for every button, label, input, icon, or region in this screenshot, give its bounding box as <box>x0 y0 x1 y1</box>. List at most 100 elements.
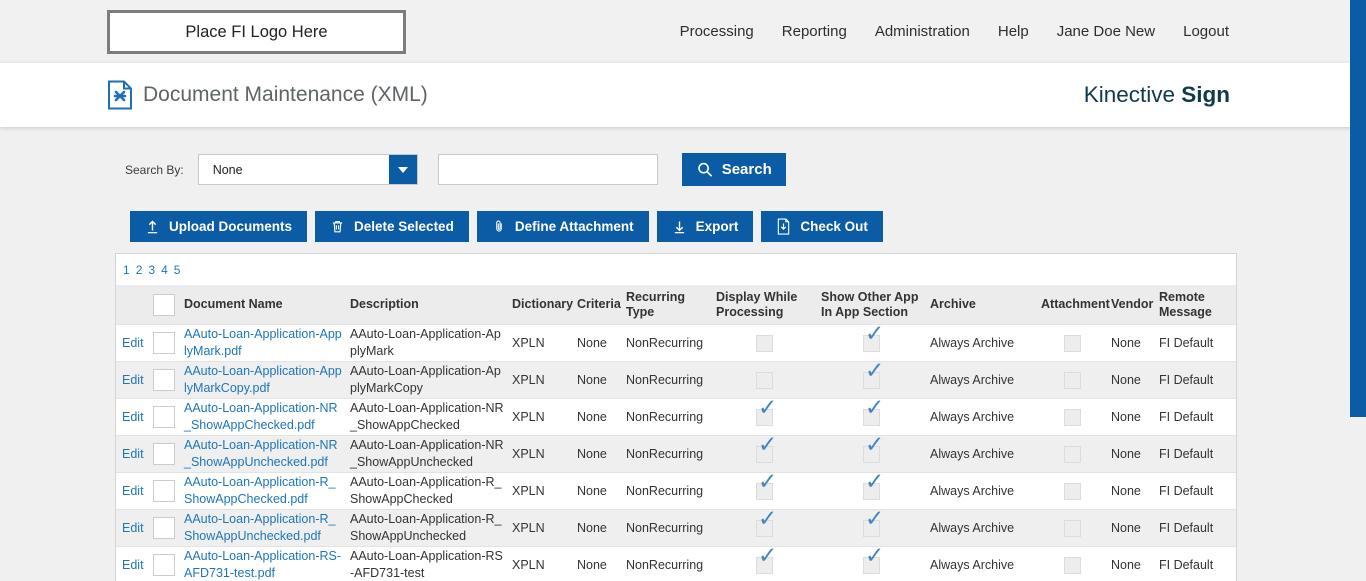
attachment-checkbox[interactable] <box>1063 371 1081 389</box>
recurring-type-value: NonRecurring <box>626 372 704 387</box>
header-criteria: Criteria <box>577 297 621 311</box>
row-checkbox[interactable] <box>153 332 175 354</box>
scrollbar[interactable] <box>1350 0 1366 581</box>
archive-value: Always Archive <box>930 520 1015 535</box>
document-name-link[interactable]: AAuto-Loan-Application-NR_ShowAppUncheck… <box>184 438 338 469</box>
show-other-app-checkbox[interactable] <box>863 473 884 500</box>
search-button-label: Search <box>721 161 772 178</box>
attachment-checkbox[interactable] <box>1063 408 1081 426</box>
header-show-other-app: Show Other App In App Section <box>821 289 919 319</box>
table-row: Edit AAuto-Loan-Application-NR_ShowAppUn… <box>116 435 1236 472</box>
attachment-checkbox[interactable] <box>1063 519 1081 537</box>
display-while-processing-checkbox[interactable] <box>756 371 773 389</box>
archive-value: Always Archive <box>930 557 1015 572</box>
attachment-checkbox[interactable] <box>1063 445 1081 463</box>
pagination: 1 2 3 4 5 <box>116 254 1236 285</box>
nav-logout[interactable]: Logout <box>1183 23 1229 40</box>
display-while-processing-checkbox[interactable] <box>756 547 777 574</box>
page-link-3[interactable]: 3 <box>148 262 156 277</box>
row-checkbox[interactable] <box>153 480 175 502</box>
chevron-down-icon <box>397 166 408 173</box>
nav-administration[interactable]: Administration <box>874 23 970 40</box>
document-name-link[interactable]: AAuto-Loan-Application-ApplyMarkCopy.pdf <box>184 364 342 395</box>
document-name-link[interactable]: AAuto-Loan-Application-R_ShowAppUnchecke… <box>184 512 336 543</box>
header-remote-message: Remote Message <box>1159 289 1212 319</box>
show-other-app-checkbox[interactable] <box>863 547 884 574</box>
nav-help[interactable]: Help <box>997 23 1029 40</box>
display-while-processing-checkbox[interactable] <box>756 510 777 537</box>
archive-value: Always Archive <box>930 446 1015 461</box>
dictionary-value: XPLN <box>512 335 545 350</box>
page-link-2[interactable]: 2 <box>135 262 143 277</box>
search-by-dropdown[interactable]: None <box>197 154 418 185</box>
display-while-processing-checkbox[interactable] <box>756 436 777 463</box>
criteria-value: None <box>577 409 607 424</box>
edit-link[interactable]: Edit <box>122 409 144 424</box>
document-name-link[interactable]: AAuto-Loan-Application-ApplyMark.pdf <box>184 327 342 358</box>
edit-link[interactable]: Edit <box>122 446 144 461</box>
edit-link[interactable]: Edit <box>122 520 144 535</box>
recurring-type-value: NonRecurring <box>626 557 704 572</box>
nav-processing[interactable]: Processing <box>679 23 754 40</box>
show-other-app-checkbox[interactable] <box>863 399 884 426</box>
remote-message-value: FI Default <box>1159 483 1214 498</box>
table-row: Edit AAuto-Loan-Application-ApplyMarkCop… <box>116 361 1236 398</box>
header-display-while-processing: Display While Processing <box>716 289 798 319</box>
row-checkbox[interactable] <box>153 406 175 428</box>
attachment-checkbox[interactable] <box>1063 556 1081 574</box>
edit-link[interactable]: Edit <box>122 483 144 498</box>
remote-message-value: FI Default <box>1159 409 1214 424</box>
row-checkbox[interactable] <box>153 443 175 465</box>
search-button[interactable]: Search <box>681 153 786 186</box>
scrollbar-thumb[interactable] <box>1350 0 1366 417</box>
edit-link[interactable]: Edit <box>122 557 144 572</box>
show-other-app-checkbox[interactable] <box>863 436 884 463</box>
fi-logo-text: Place FI Logo Here <box>185 22 328 41</box>
document-name-link[interactable]: AAuto-Loan-Application-NR_ShowAppChecked… <box>184 401 338 432</box>
display-while-processing-checkbox[interactable] <box>756 334 773 352</box>
dictionary-value: XPLN <box>512 520 545 535</box>
row-checkbox[interactable] <box>153 554 175 576</box>
checkout-icon <box>776 218 791 235</box>
page-title: Document Maintenance (XML) <box>143 83 428 106</box>
select-all-checkbox[interactable] <box>153 293 175 316</box>
fi-logo-placeholder[interactable]: Place FI Logo Here <box>107 10 406 54</box>
row-checkbox[interactable] <box>153 517 175 539</box>
attachment-checkbox[interactable] <box>1063 334 1081 352</box>
edit-link[interactable]: Edit <box>122 372 144 387</box>
document-description: AAuto-Loan-Application-RS-AFD731-test <box>350 549 503 580</box>
nav-user-name[interactable]: Jane Doe New <box>1056 23 1156 40</box>
header-document-name: Document Name <box>184 297 283 311</box>
search-input[interactable] <box>437 154 658 185</box>
header-attachment: Attachment <box>1041 297 1110 311</box>
display-while-processing-checkbox[interactable] <box>756 399 777 426</box>
upload-documents-button[interactable]: Upload Documents <box>130 211 308 242</box>
remote-message-value: FI Default <box>1159 446 1214 461</box>
display-while-processing-checkbox[interactable] <box>756 473 777 500</box>
edit-link[interactable]: Edit <box>122 335 144 350</box>
document-description: AAuto-Loan-Application-NR_ShowAppChecked <box>350 401 504 432</box>
document-name-link[interactable]: AAuto-Loan-Application-R_ShowAppChecked.… <box>184 475 336 506</box>
header-recurring-type: Recurring Type <box>626 289 686 319</box>
document-name-link[interactable]: AAuto-Loan-Application-RS-AFD731-test.pd… <box>184 549 342 580</box>
check-out-button[interactable]: Check Out <box>761 211 883 242</box>
show-other-app-checkbox[interactable] <box>863 362 884 389</box>
export-button[interactable]: Export <box>656 211 754 242</box>
document-description: AAuto-Loan-Application-ApplyMark <box>350 327 501 358</box>
show-other-app-checkbox[interactable] <box>863 510 884 537</box>
attachment-checkbox[interactable] <box>1063 482 1081 500</box>
row-checkbox[interactable] <box>153 369 175 391</box>
delete-selected-button[interactable]: Delete Selected <box>315 211 469 242</box>
define-attachment-button[interactable]: Define Attachment <box>476 211 649 242</box>
search-by-label: Search By: <box>125 162 184 177</box>
dropdown-arrow-button[interactable] <box>388 155 417 184</box>
page-link-5[interactable]: 5 <box>173 262 181 277</box>
table-row: Edit AAuto-Loan-Application-NR_ShowAppCh… <box>116 398 1236 435</box>
nav-reporting[interactable]: Reporting <box>781 23 847 40</box>
brand-bold: Sign <box>1181 82 1230 107</box>
show-other-app-checkbox[interactable] <box>863 325 884 352</box>
vendor-value: None <box>1111 335 1141 350</box>
recurring-type-value: NonRecurring <box>626 409 704 424</box>
page-link-1[interactable]: 1 <box>123 262 130 277</box>
page-link-4[interactable]: 4 <box>161 262 168 277</box>
